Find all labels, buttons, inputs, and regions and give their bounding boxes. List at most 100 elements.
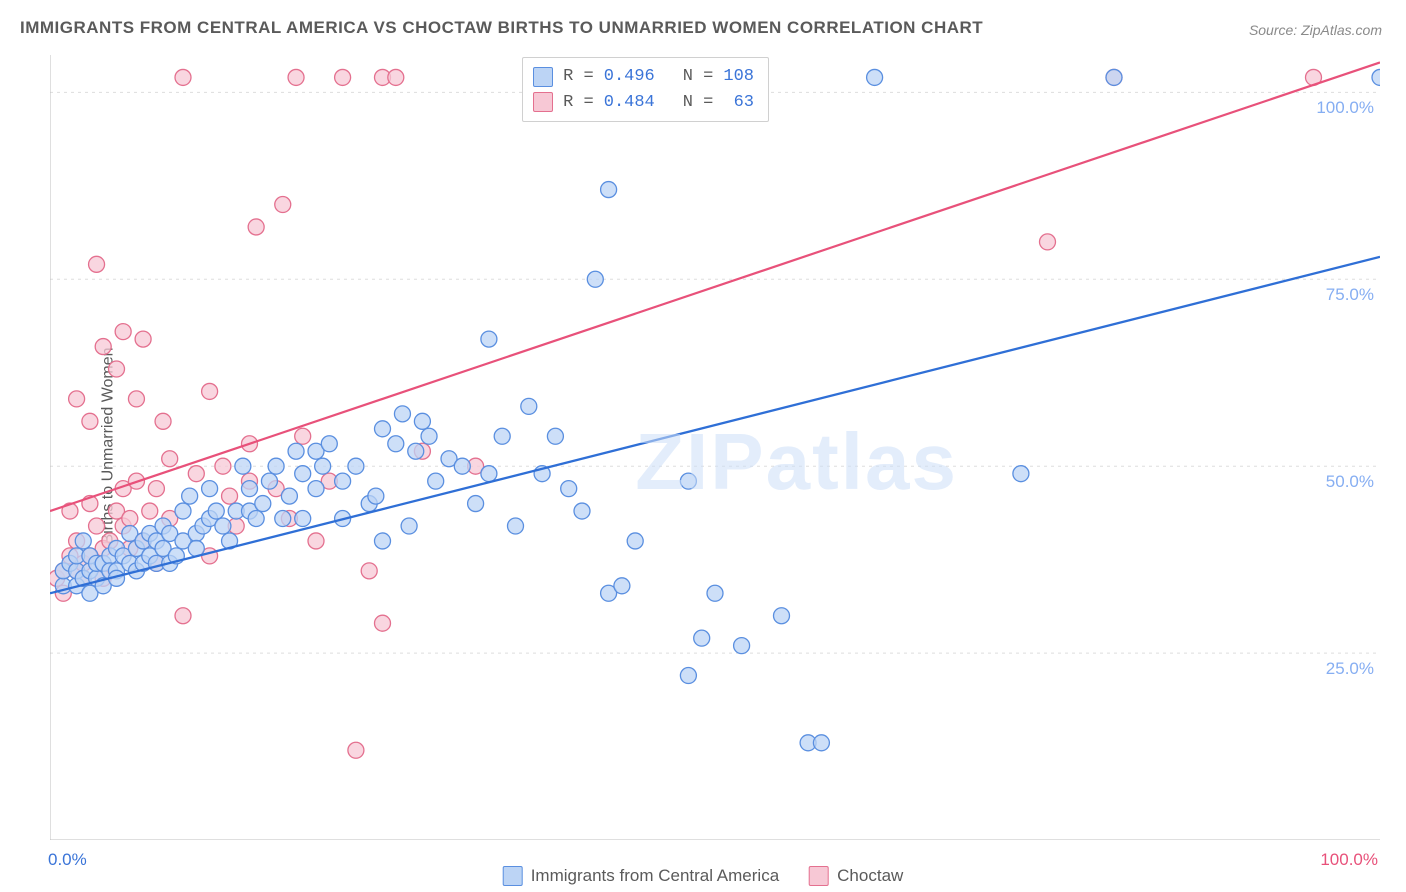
data-point — [248, 511, 264, 527]
legend-swatch — [533, 67, 553, 87]
data-point — [235, 458, 251, 474]
r-value: 0.484 — [604, 90, 655, 116]
data-point — [128, 391, 144, 407]
y-tick-label: 100.0% — [1316, 98, 1374, 118]
data-point — [202, 481, 218, 497]
data-point — [295, 466, 311, 482]
data-point — [215, 518, 231, 534]
data-point — [394, 406, 410, 422]
data-point — [75, 533, 91, 549]
data-point — [1372, 69, 1380, 85]
n-value: 108 — [723, 64, 754, 90]
data-point — [614, 578, 630, 594]
legend-label: Choctaw — [837, 866, 903, 886]
data-point — [627, 533, 643, 549]
data-point — [561, 481, 577, 497]
data-point — [734, 638, 750, 654]
r-label: R = — [563, 64, 594, 90]
y-tick-label: 50.0% — [1326, 472, 1374, 492]
data-point — [148, 481, 164, 497]
data-point — [481, 331, 497, 347]
data-point — [308, 481, 324, 497]
x-tick-label: 0.0% — [48, 850, 87, 870]
data-point — [508, 518, 524, 534]
data-point — [315, 458, 331, 474]
r-value: 0.496 — [604, 64, 655, 90]
data-point — [261, 473, 277, 489]
correlation-legend-row: R =0.484N = 63 — [533, 90, 754, 116]
data-point — [188, 466, 204, 482]
data-point — [175, 608, 191, 624]
data-point — [308, 533, 324, 549]
data-point — [162, 451, 178, 467]
data-point — [388, 69, 404, 85]
data-point — [255, 496, 271, 512]
data-point — [175, 69, 191, 85]
data-point — [707, 585, 723, 601]
data-point — [288, 443, 304, 459]
data-point — [421, 428, 437, 444]
data-point — [142, 503, 158, 519]
data-point — [774, 608, 790, 624]
data-point — [242, 481, 258, 497]
data-point — [867, 69, 883, 85]
scatter-plot-area: ZIPatlas R =0.496N =108R =0.484N = 63 25… — [50, 55, 1380, 840]
data-point — [368, 488, 384, 504]
data-point — [680, 668, 696, 684]
data-point — [295, 428, 311, 444]
data-point — [481, 466, 497, 482]
data-point — [335, 69, 351, 85]
data-point — [1040, 234, 1056, 250]
data-point — [428, 473, 444, 489]
correlation-legend: R =0.496N =108R =0.484N = 63 — [522, 57, 769, 122]
legend-label: Immigrants from Central America — [531, 866, 779, 886]
data-point — [521, 398, 537, 414]
data-point — [335, 473, 351, 489]
data-point — [375, 533, 391, 549]
data-point — [215, 458, 231, 474]
data-point — [401, 518, 417, 534]
data-point — [295, 511, 311, 527]
data-point — [89, 518, 105, 534]
data-point — [208, 503, 224, 519]
legend-item: Choctaw — [809, 866, 903, 886]
data-point — [281, 488, 297, 504]
data-point — [680, 473, 696, 489]
regression-line — [50, 62, 1380, 511]
data-point — [587, 271, 603, 287]
correlation-legend-row: R =0.496N =108 — [533, 64, 754, 90]
source-attribution: Source: ZipAtlas.com — [1249, 22, 1382, 38]
data-point — [182, 488, 198, 504]
data-point — [175, 503, 191, 519]
data-point — [454, 458, 470, 474]
data-point — [268, 458, 284, 474]
data-point — [95, 339, 111, 355]
data-point — [468, 496, 484, 512]
data-point — [601, 182, 617, 198]
y-tick-label: 25.0% — [1326, 659, 1374, 679]
data-point — [202, 383, 218, 399]
data-point — [122, 511, 138, 527]
data-point — [574, 503, 590, 519]
data-point — [375, 421, 391, 437]
legend-swatch — [503, 866, 523, 886]
n-label: N = — [683, 90, 714, 116]
legend-item: Immigrants from Central America — [503, 866, 779, 886]
data-point — [348, 742, 364, 758]
data-point — [408, 443, 424, 459]
chart-title: IMMIGRANTS FROM CENTRAL AMERICA VS CHOCT… — [20, 18, 983, 38]
data-point — [248, 219, 264, 235]
data-point — [69, 391, 85, 407]
data-point — [694, 630, 710, 646]
data-point — [348, 458, 364, 474]
y-tick-label: 75.0% — [1326, 285, 1374, 305]
data-point — [1013, 466, 1029, 482]
data-point — [275, 511, 291, 527]
data-point — [115, 324, 131, 340]
data-point — [321, 436, 337, 452]
data-point — [813, 735, 829, 751]
r-label: R = — [563, 90, 594, 116]
data-point — [109, 361, 125, 377]
data-point — [275, 197, 291, 213]
series-legend: Immigrants from Central America Choctaw — [503, 866, 904, 886]
